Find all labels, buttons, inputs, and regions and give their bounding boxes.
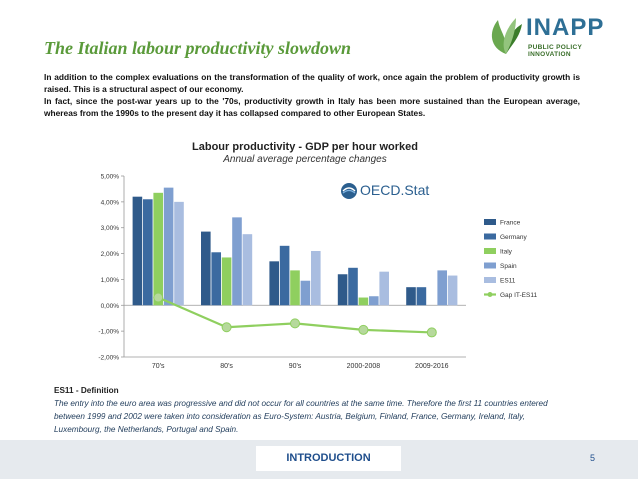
y-tick-label: 5,00% [101, 174, 120, 181]
slide-title: The Italian labour productivity slowdown [44, 38, 352, 58]
footer-section-label: INTRODUCTION [256, 446, 401, 471]
bar-germany [279, 245, 290, 306]
bar-italy [153, 192, 163, 306]
inapp-logo: INAPP PUBLIC POLICY INNOVATION [486, 14, 626, 58]
bar-es11 [447, 275, 458, 306]
logo-tagline: PUBLIC POLICY INNOVATION [528, 44, 582, 58]
x-tick-label: 2000-2008 [347, 363, 381, 370]
bar-germany [348, 267, 358, 306]
y-tick-label: 4,00% [101, 199, 120, 206]
bar-france [406, 287, 416, 306]
oecd-stat-label: OECD.Stat [360, 182, 430, 198]
y-tick-label: 2,00% [101, 251, 120, 258]
bar-spain [232, 217, 242, 306]
bar-es11 [174, 201, 184, 306]
legend-swatch [484, 277, 496, 283]
chart-title: Labour productivity - GDP per hour worke… [192, 141, 418, 153]
legend-swatch [484, 219, 496, 225]
x-tick-label: 80's [220, 363, 233, 370]
bar-spain [368, 296, 379, 306]
intro-text: In addition to the complex evaluations o… [44, 71, 580, 119]
chart-subtitle: Annual average percentage changes [222, 154, 386, 165]
definition-body: The entry into the euro area was progres… [54, 399, 548, 434]
bar-es11 [379, 271, 389, 306]
y-tick-label: -1,00% [98, 329, 119, 336]
legend-label: Italy [500, 249, 513, 256]
bar-es11 [242, 234, 253, 306]
oecd-globe-icon [341, 183, 357, 199]
legend-label: Spain [500, 263, 517, 270]
bar-italy [221, 257, 232, 306]
page-number: 5 [590, 453, 596, 463]
bar-france [337, 274, 348, 306]
bar-france [132, 196, 143, 306]
y-tick-label: 0,00% [101, 303, 120, 310]
oecd-stat-logo: OECD.Stat [340, 181, 470, 201]
y-tick-label: 1,00% [101, 277, 120, 284]
y-tick-label: -2,00% [98, 355, 119, 362]
gap-point [221, 322, 232, 333]
leaf-logo-icon [491, 18, 522, 54]
legend-label: France [500, 220, 521, 227]
intro-paragraph-2: In fact, since the post-war years up to … [44, 96, 580, 118]
bar-italy [290, 270, 300, 306]
x-tick-label: 2009-2016 [415, 363, 449, 370]
definition-title: ES11 - Definition [54, 386, 119, 395]
bar-es11 [310, 250, 321, 306]
legend-swatch [484, 262, 496, 269]
legend-swatch [484, 233, 496, 240]
intro-paragraph-1: In addition to the complex evaluations o… [44, 72, 580, 94]
x-tick-label: 70's [152, 363, 165, 370]
bar-spain [437, 270, 447, 306]
legend-swatch [484, 248, 496, 254]
bar-germany [416, 287, 427, 306]
bar-spain [163, 187, 174, 306]
legend-label: Gap IT-ES11 [500, 292, 537, 299]
bar-spain [300, 280, 311, 306]
gap-point [358, 324, 369, 335]
bar-germany [211, 252, 222, 306]
bar-italy [358, 297, 369, 306]
bar-germany [143, 199, 153, 306]
y-tick-label: 3,00% [101, 225, 120, 232]
definition-box: ES11 - Definition The entry into the eur… [54, 384, 574, 436]
gap-point [153, 292, 164, 303]
legend-label: ES11 [500, 278, 516, 285]
legend-swatch-point [487, 292, 493, 297]
bar-france [201, 231, 211, 306]
gap-point [426, 327, 437, 338]
bar-france [269, 261, 280, 306]
legend-label: Germany [500, 234, 527, 241]
logo-name: INAPP [526, 14, 605, 41]
x-tick-label: 90's [289, 363, 302, 370]
gap-point [290, 318, 300, 329]
